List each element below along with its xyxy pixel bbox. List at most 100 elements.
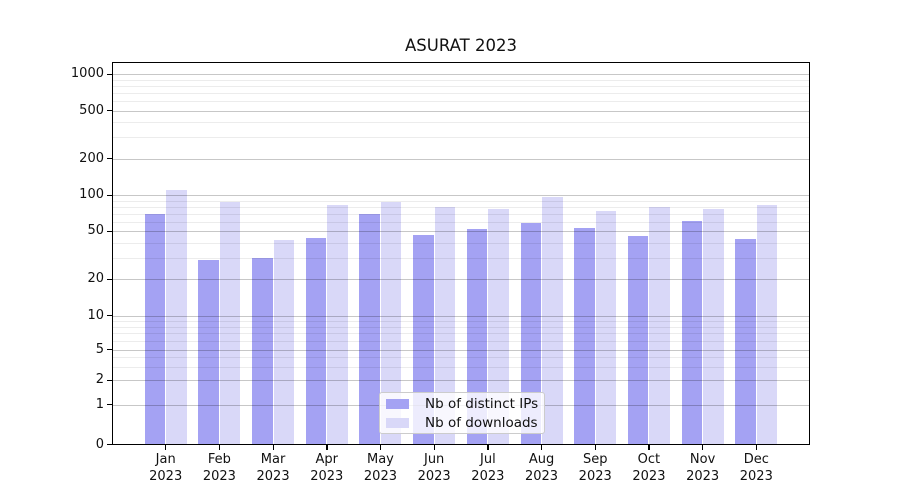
x-tick-label: Nov 2023 <box>686 452 720 484</box>
y-tick-label: 1000 <box>70 66 104 82</box>
gridline-minor <box>113 242 809 244</box>
x-tick-mark <box>272 445 274 450</box>
x-tick-label: Oct 2023 <box>632 452 666 484</box>
gridline-major <box>113 315 809 317</box>
legend-item-distinct-ips: Nb of distinct IPs <box>386 396 544 412</box>
bar-distinct-ips-sep <box>574 228 595 445</box>
gridline-minor <box>113 101 809 103</box>
bar-distinct-ips-jan <box>144 213 166 445</box>
gridline-major <box>113 110 809 112</box>
bar-downloads-jul <box>488 209 509 445</box>
x-tick-mark <box>594 445 597 450</box>
y-tick-mark <box>107 444 112 446</box>
y-tick-label: 2 <box>95 372 104 387</box>
chart-title: ASURAT 2023 <box>405 36 517 55</box>
y-tick-mark <box>107 158 112 160</box>
bar-distinct-ips-jun <box>413 234 434 445</box>
y-tick-label: 10 <box>87 307 104 323</box>
x-tick-mark <box>326 445 328 450</box>
legend-swatch-distinct-ips-icon <box>386 398 409 409</box>
bar-downloads-jun <box>434 207 456 445</box>
gridline-major <box>113 380 809 381</box>
x-tick-label: Mar 2023 <box>256 452 290 484</box>
bar-distinct-ips-may <box>359 214 380 445</box>
bar-distinct-ips-nov <box>681 220 703 445</box>
y-tick-mark <box>107 110 112 112</box>
gridline-minor <box>113 258 809 260</box>
y-tick-label: 20 <box>87 271 104 287</box>
bar-distinct-ips-aug <box>520 222 542 445</box>
x-tick-label: Sep 2023 <box>578 452 612 484</box>
gridline-major <box>113 158 809 160</box>
gridline-minor <box>113 320 809 322</box>
bar-distinct-ips-feb <box>198 259 219 445</box>
gridline-minor <box>113 137 809 139</box>
y-tick-label: 50 <box>87 223 104 239</box>
bar-distinct-ips-dec <box>735 239 756 445</box>
bar-downloads-sep <box>595 210 617 445</box>
bar-downloads-feb <box>219 202 241 445</box>
y-tick-label: 1 <box>95 396 104 412</box>
legend: Nb of distinct IPs Nb of downloads <box>379 392 545 434</box>
x-tick-label: May 2023 <box>363 452 397 484</box>
y-tick-label: 5 <box>95 341 104 357</box>
x-tick-label: Jan 2023 <box>149 452 183 484</box>
y-tick-mark <box>107 194 112 196</box>
y-tick-mark <box>107 73 112 76</box>
gridline-major <box>113 349 809 351</box>
gridline-major <box>113 74 809 76</box>
x-tick-mark <box>755 445 758 450</box>
bar-downloads-dec <box>756 204 778 445</box>
y-tick-mark <box>107 315 112 317</box>
gridline-minor <box>113 122 809 124</box>
y-tick-mark <box>107 349 112 351</box>
bar-downloads-mar <box>273 240 295 445</box>
legend-label-distinct-ips: Nb of distinct IPs <box>425 395 539 412</box>
legend-item-downloads: Nb of downloads <box>386 415 544 431</box>
bar-distinct-ips-jul <box>466 229 488 445</box>
gridline-minor <box>113 221 809 223</box>
bar-downloads-nov <box>703 208 724 445</box>
x-tick-label: Jul 2023 <box>471 452 505 484</box>
x-tick-mark <box>218 445 221 450</box>
y-tick-mark <box>107 278 112 281</box>
gridline-minor <box>113 200 809 202</box>
y-tick-label: 100 <box>79 187 104 202</box>
x-tick-mark <box>541 445 543 450</box>
x-tick-mark <box>165 445 167 450</box>
bar-distinct-ips-oct <box>627 235 649 445</box>
gridline-major <box>113 231 809 233</box>
bar-downloads-aug <box>542 197 563 445</box>
x-tick-mark <box>433 445 435 450</box>
gridline-minor <box>113 366 809 368</box>
x-tick-label: Dec 2023 <box>739 452 773 484</box>
x-tick-mark <box>648 445 650 450</box>
gridline-minor <box>113 333 809 335</box>
y-tick-mark <box>107 404 112 406</box>
y-tick-mark <box>107 230 112 233</box>
bar-downloads-oct <box>649 207 670 445</box>
y-tick-mark <box>107 379 112 381</box>
gridline-minor <box>113 86 809 88</box>
y-tick-label: 0 <box>95 436 104 452</box>
gridline-minor <box>113 326 809 328</box>
gridline-minor <box>113 340 809 342</box>
gridline-minor <box>113 356 809 358</box>
y-tick-label: 500 <box>79 102 104 118</box>
bar-downloads-jan <box>166 190 187 445</box>
bar-downloads-may <box>380 201 402 445</box>
x-tick-mark <box>487 445 489 450</box>
x-tick-label: Jun 2023 <box>417 452 451 484</box>
x-tick-label: Apr 2023 <box>310 452 344 484</box>
x-tick-mark <box>702 445 704 450</box>
x-tick-label: Feb 2023 <box>202 452 236 484</box>
gridline-minor <box>113 213 809 215</box>
gridline-minor <box>113 79 809 81</box>
gridline-minor <box>113 93 809 95</box>
gridline-major <box>113 279 809 281</box>
bar-distinct-ips-mar <box>252 258 273 445</box>
x-tick-mark <box>379 445 382 450</box>
bar-downloads-apr <box>327 204 348 445</box>
y-tick-label: 200 <box>79 150 104 166</box>
